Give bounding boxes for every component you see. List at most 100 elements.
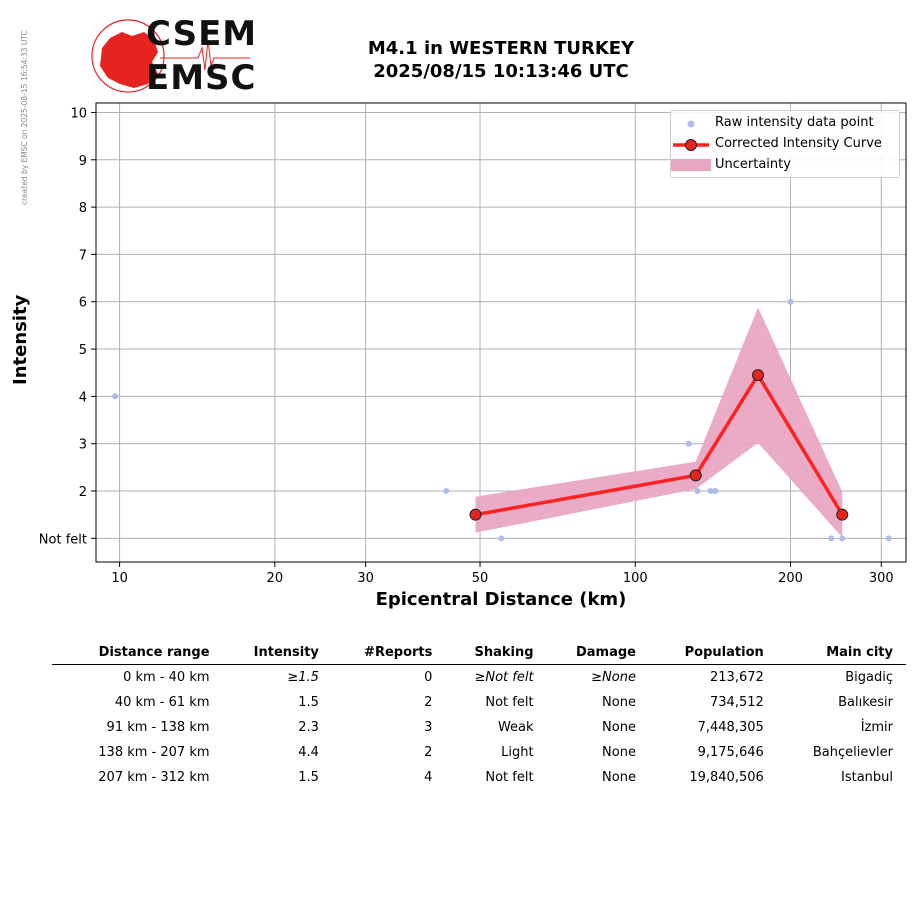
cell-shaking: Weak (497, 720, 534, 735)
logo-text-emsc: EMSC (146, 58, 257, 98)
table-header-row: Distance range Intensity #Reports Shakin… (52, 640, 906, 665)
header-damage: Damage (546, 640, 649, 665)
raw-data-point (787, 298, 794, 305)
cell-damage: None (602, 720, 636, 735)
cell-intensity: 1.5 (298, 695, 319, 710)
x-tick-label: 20 (267, 571, 284, 586)
corrected-intensity-point (469, 508, 482, 521)
table-row: 0 km - 40 km ≥1.5 0 ≥Not felt ≥None 213,… (52, 665, 906, 691)
header-distance-range: Distance range (52, 640, 223, 665)
cell-intensity: 1.5 (298, 770, 319, 785)
plot-frame (95, 102, 907, 563)
x-tick-label: 100 (623, 571, 648, 586)
uncertainty-band (475, 307, 843, 538)
plot-area (96, 103, 906, 562)
cell-intensity: 2.3 (298, 720, 319, 735)
y-tick-label: Not felt (39, 532, 87, 547)
chart-legend: Raw intensity data point Corrected Inten… (670, 110, 900, 178)
header-shaking: Shaking (445, 640, 547, 665)
chart-title: M4.1 in WESTERN TURKEY (367, 38, 635, 59)
cell-reports: 2 (424, 695, 433, 710)
corrected-intensity-point (752, 369, 765, 382)
y-tick-label: 6 (79, 296, 87, 311)
raw-data-point (694, 488, 701, 495)
header-main-city: Main city (776, 640, 906, 665)
cell-damage: ≥None (591, 670, 636, 685)
cell-population: 9,175,646 (697, 745, 764, 760)
cell-main-city: İzmir (860, 720, 893, 735)
cell-reports: 0 (424, 670, 433, 685)
x-axis-label: Epicentral Distance (km) (375, 589, 627, 610)
x-tick-label: 200 (778, 571, 803, 586)
raw-data-point (707, 488, 714, 495)
logo-text-csem: CSEM (146, 14, 258, 54)
x-tick-label: 30 (357, 571, 374, 586)
table-row: 40 km - 61 km 1.5 2 Not felt None 734,51… (52, 690, 906, 715)
cell-shaking: ≥Not felt (474, 670, 534, 685)
emsc-globe-logo (91, 19, 250, 93)
y-tick-label: 10 (70, 106, 87, 121)
legend-label-curve: Corrected Intensity Curve (715, 136, 882, 151)
legend-symbol-curve (673, 139, 709, 151)
cell-main-city: Bigadiç (845, 670, 893, 685)
corrected-intensity-point (836, 508, 849, 521)
corrected-intensity-point (689, 469, 702, 482)
cell-distance-range: 0 km - 40 km (123, 670, 210, 685)
legend-symbol-uncertainty (671, 159, 711, 171)
cell-shaking: Not felt (485, 770, 534, 785)
header-intensity: Intensity (222, 640, 332, 665)
corrected-intensity-line (475, 373, 844, 517)
table-row: 138 km - 207 km 4.4 2 Light None 9,175,6… (52, 740, 906, 765)
intensity-chart: 10 20 30 50 100 200 300 Not felt 2 3 4 5 6 7 8 9 10 (39, 102, 907, 586)
cell-main-city: Balıkesir (838, 695, 893, 710)
table-row: 91 km - 138 km 2.3 3 Weak None 7,448,305… (52, 715, 906, 740)
cell-reports: 4 (424, 770, 433, 785)
cell-reports: 2 (424, 745, 433, 760)
cell-distance-range: 91 km - 138 km (106, 720, 210, 735)
cell-damage: None (602, 745, 636, 760)
table-row: 207 km - 312 km 1.5 4 Not felt None 19,8… (52, 765, 906, 790)
cell-shaking: Light (501, 745, 534, 760)
seismogram-line (160, 39, 250, 71)
cell-damage: None (602, 695, 636, 710)
cell-population: 734,512 (710, 695, 764, 710)
y-axis-label: Intensity (10, 294, 31, 385)
x-tick-label: 50 (472, 571, 489, 586)
x-tick-label: 10 (111, 571, 128, 586)
cell-shaking: Not felt (485, 695, 534, 710)
legend-symbol-raw (687, 120, 695, 128)
y-tick-label: 3 (79, 438, 87, 453)
x-tick-label: 300 (869, 571, 894, 586)
header-population: Population (648, 640, 777, 665)
y-tick-label: 7 (79, 248, 87, 263)
y-tick-label: 5 (79, 343, 87, 358)
globe-outline (91, 19, 165, 93)
intensity-summary-table: Distance range Intensity #Reports Shakin… (52, 640, 906, 790)
cell-main-city: Bahçelievler (812, 745, 893, 760)
cell-main-city: Istanbul (840, 770, 893, 785)
cell-distance-range: 40 km - 61 km (114, 695, 210, 710)
y-tick-label: 9 (79, 154, 87, 169)
cell-intensity: 4.4 (298, 745, 319, 760)
header-reports: #Reports (331, 640, 446, 665)
y-tick-label: 8 (79, 201, 87, 216)
legend-label-raw: Raw intensity data point (715, 115, 874, 130)
cell-population: 19,840,506 (689, 770, 764, 785)
y-tick-label: 4 (79, 390, 87, 405)
raw-data-point (498, 535, 505, 542)
cell-intensity: ≥1.5 (287, 670, 319, 685)
raw-data-point (685, 440, 692, 447)
raw-data-point (828, 535, 835, 542)
cell-population: 213,672 (710, 670, 764, 685)
raw-data-point (712, 488, 719, 495)
cell-distance-range: 138 km - 207 km (98, 745, 210, 760)
cell-reports: 3 (424, 720, 433, 735)
y-tick-label: 2 (79, 485, 87, 500)
cell-damage: None (602, 770, 636, 785)
legend-label-uncertainty: Uncertainty (715, 157, 791, 172)
raw-data-point (839, 535, 846, 542)
raw-data-point (443, 488, 450, 495)
cell-population: 7,448,305 (697, 720, 764, 735)
raw-data-point (112, 393, 119, 400)
cell-distance-range: 207 km - 312 km (98, 770, 210, 785)
